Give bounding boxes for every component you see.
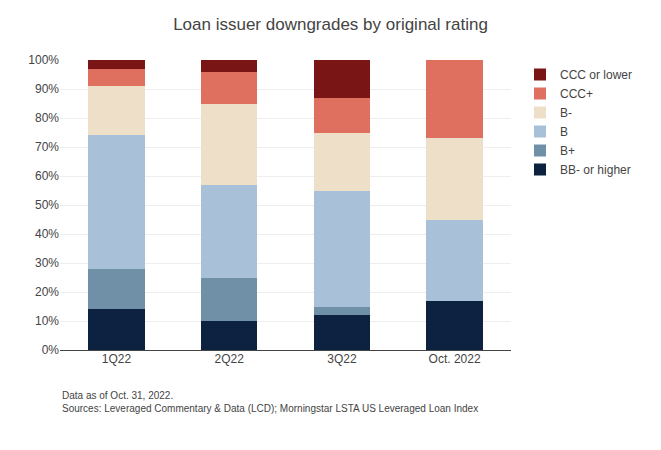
svg-text:80%: 80% (35, 111, 59, 125)
svg-text:CCC+: CCC+ (560, 87, 593, 101)
svg-text:B-: B- (560, 106, 572, 120)
svg-text:2Q22: 2Q22 (214, 352, 244, 366)
svg-text:Loan issuer downgrades by orig: Loan issuer downgrades by original ratin… (173, 15, 488, 34)
svg-text:CCC or lower: CCC or lower (560, 68, 632, 82)
svg-text:10%: 10% (35, 314, 59, 328)
svg-text:40%: 40% (35, 227, 59, 241)
svg-text:B+: B+ (560, 144, 575, 158)
svg-text:BB- or higher: BB- or higher (560, 163, 631, 177)
svg-text:B: B (560, 125, 568, 139)
svg-text:1Q22: 1Q22 (102, 352, 132, 366)
svg-text:70%: 70% (35, 140, 59, 154)
svg-text:Data as of Oct. 31, 2022.Sourc: Data as of Oct. 31, 2022.Sources: Levera… (62, 390, 478, 414)
svg-text:60%: 60% (35, 169, 59, 183)
svg-text:50%: 50% (35, 198, 59, 212)
svg-text:100%: 100% (28, 53, 59, 67)
svg-text:3Q22: 3Q22 (327, 352, 357, 366)
svg-text:Oct. 2022: Oct. 2022 (429, 352, 481, 366)
svg-text:20%: 20% (35, 285, 59, 299)
svg-text:0%: 0% (42, 343, 60, 357)
svg-text:30%: 30% (35, 256, 59, 270)
svg-text:90%: 90% (35, 82, 59, 96)
